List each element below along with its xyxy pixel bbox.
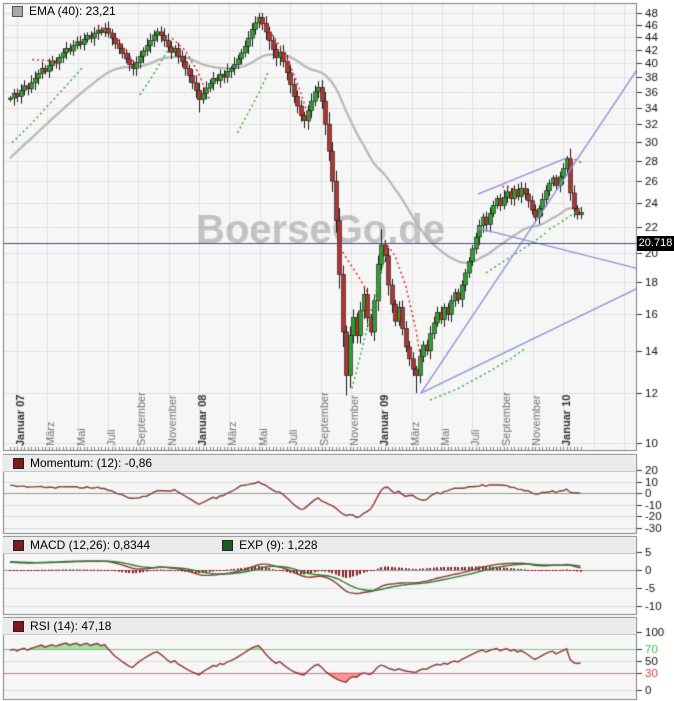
ema-swatch-icon [12, 5, 23, 17]
momentum-legend-label: Momentum: (12): -0,86 [30, 456, 153, 470]
macd-legend[interactable]: MACD (12,26): 0,8344 [3, 538, 150, 552]
exp-legend-label: EXP (9): 1,228 [239, 538, 318, 552]
rsi-swatch-icon [13, 620, 24, 632]
rsi-legend-label: RSI (14): 47,18 [30, 619, 112, 633]
macd-panel-header[interactable]: MACD (12,26): 0,8344 EXP (9): 1,228 [3, 537, 636, 554]
momentum-panel-header[interactable]: Momentum: (12): -0,86 [3, 455, 636, 472]
macd-swatch-icon [13, 539, 24, 551]
ema-legend[interactable]: EMA (40): 23,21 [12, 4, 116, 18]
macd-legend-label: MACD (12,26): 0,8344 [30, 538, 151, 552]
exp-swatch-icon [222, 539, 234, 551]
exp-legend[interactable]: EXP (9): 1,228 [212, 538, 318, 552]
last-price-label: 20.718 [637, 236, 674, 251]
rsi-panel-header[interactable]: RSI (14): 47,18 [3, 618, 636, 635]
momentum-swatch-icon [13, 457, 24, 469]
ema-legend-label: EMA (40): 23,21 [29, 4, 116, 18]
